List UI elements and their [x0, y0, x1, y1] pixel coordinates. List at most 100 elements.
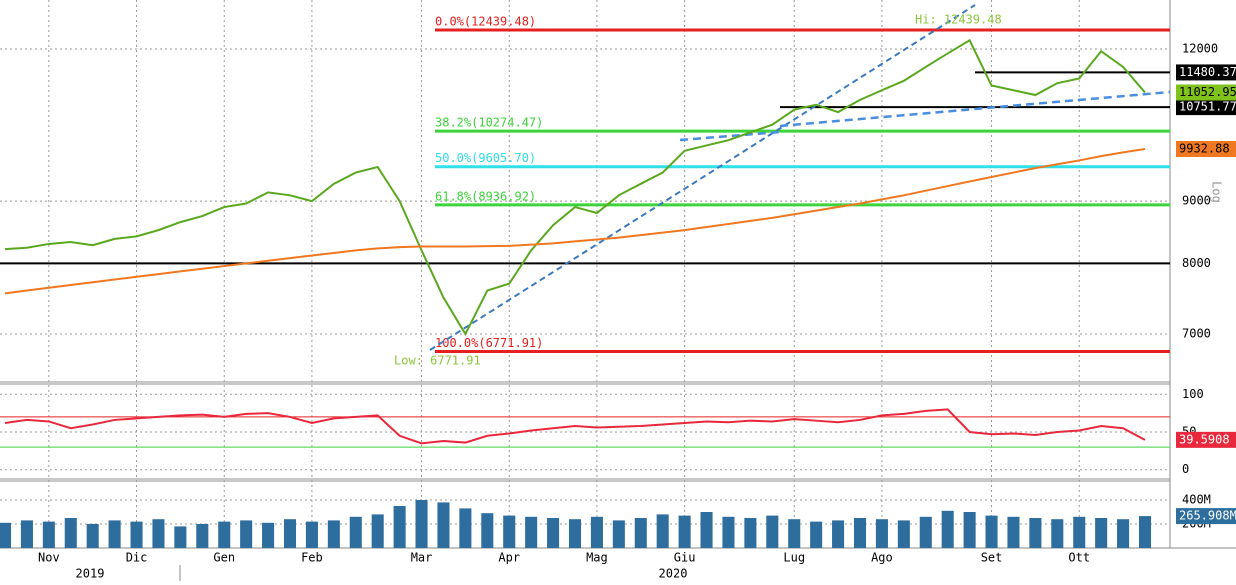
bar: [130, 521, 143, 548]
value-tag: 10751.77: [1179, 100, 1236, 114]
bar: [196, 524, 209, 548]
bar: [1138, 516, 1152, 548]
bar: [1095, 518, 1108, 548]
x-tick-label: Lug: [783, 551, 805, 565]
bar: [393, 506, 406, 548]
line-series: [4, 38, 1146, 337]
bar: [525, 516, 538, 548]
bar: [810, 521, 823, 548]
axis-label: Log: [1210, 181, 1224, 203]
bar: [20, 520, 33, 548]
bar: [283, 519, 297, 548]
bar: [897, 520, 910, 548]
bar: [547, 518, 560, 548]
value-tag: 265.908M: [1179, 509, 1236, 523]
bar: [327, 520, 340, 548]
bar: [963, 512, 976, 548]
value-tag-bg: [1176, 508, 1236, 525]
fib-label: 50.0%(9605.70): [435, 151, 536, 165]
bar: [766, 515, 779, 548]
trend-line: [429, 4, 976, 351]
y-tick-label: 0: [1182, 462, 1189, 476]
bar: [678, 515, 691, 548]
panel-separator: [0, 381, 1170, 385]
y-tick-label: 7000: [1182, 327, 1211, 341]
fib-label: 0.0%(12439.48): [435, 15, 536, 29]
value-tag-bg: [1176, 140, 1236, 157]
bar: [744, 518, 757, 548]
bar: [459, 508, 472, 548]
bar: [305, 521, 318, 548]
value-tag-bg: [1176, 99, 1236, 116]
year-label: 2019: [76, 567, 105, 581]
bar: [1029, 518, 1042, 548]
trend-line: [679, 90, 1171, 142]
x-tick-label: Feb: [301, 551, 323, 565]
value-tag: 11480.37: [1179, 65, 1236, 79]
value-tag-bg: [1176, 431, 1236, 448]
bar: [108, 520, 121, 548]
bar: [788, 519, 801, 548]
y-tick-label: 8000: [1182, 256, 1211, 270]
bar: [218, 521, 231, 548]
y-tick-label: 400M: [1182, 493, 1211, 507]
bar: [1007, 516, 1020, 548]
bar: [832, 520, 845, 548]
x-tick-label: Nov: [38, 551, 60, 565]
bar: [174, 526, 187, 548]
bar: [568, 519, 582, 548]
bar: [919, 516, 932, 548]
bar: [481, 513, 494, 548]
bar: [371, 514, 384, 548]
panel-separator: [0, 478, 1170, 482]
bar: [590, 516, 603, 548]
bar: [0, 522, 12, 548]
value-tag: 39.5908: [1179, 432, 1230, 446]
value-tag-bg: [1176, 84, 1236, 101]
line-series: [4, 148, 1146, 295]
year-label: 2020: [659, 567, 688, 581]
bar: [985, 515, 998, 548]
bar: [437, 502, 450, 548]
bar: [612, 520, 625, 548]
x-tick-label: Set: [981, 551, 1003, 565]
x-tick-label: Apr: [498, 551, 520, 565]
bar: [853, 518, 867, 548]
bar: [415, 500, 428, 548]
bar: [262, 522, 275, 548]
bar: [941, 510, 954, 548]
bar: [86, 524, 99, 548]
bar: [1051, 519, 1064, 548]
annotation: Hi: 12439.48: [915, 13, 1002, 27]
line-series: [4, 408, 1146, 445]
x-tick-label: Mar: [411, 551, 433, 565]
fib-label: 100.0%(6771.91): [435, 336, 543, 350]
bar: [152, 519, 165, 548]
bar: [875, 519, 888, 548]
bar: [634, 518, 647, 548]
bar: [1073, 516, 1086, 548]
x-tick-label: Ago: [871, 551, 893, 565]
bar: [349, 516, 362, 548]
bar: [700, 512, 713, 548]
value-tag: 9932.88: [1179, 141, 1230, 155]
y-tick-label: 12000: [1182, 42, 1218, 56]
x-tick-label: Ott: [1068, 551, 1090, 565]
x-tick-label: Gen: [213, 551, 235, 565]
bar: [42, 521, 55, 548]
bar: [1117, 519, 1130, 548]
bar: [656, 514, 669, 548]
x-tick-label: Giu: [674, 551, 696, 565]
fib-label: 61.8%(8936.92): [435, 189, 536, 203]
bar: [722, 516, 735, 548]
bar: [240, 520, 253, 548]
x-tick-label: Dic: [126, 551, 148, 565]
annotation: Low: 6771.91: [394, 354, 481, 368]
fib-label: 38.2%(10274.47): [435, 116, 543, 130]
value-tag: 11052.95: [1179, 85, 1236, 99]
y-tick-label: 100: [1182, 387, 1204, 401]
bar: [64, 518, 77, 548]
value-tag-bg: [1176, 64, 1236, 81]
